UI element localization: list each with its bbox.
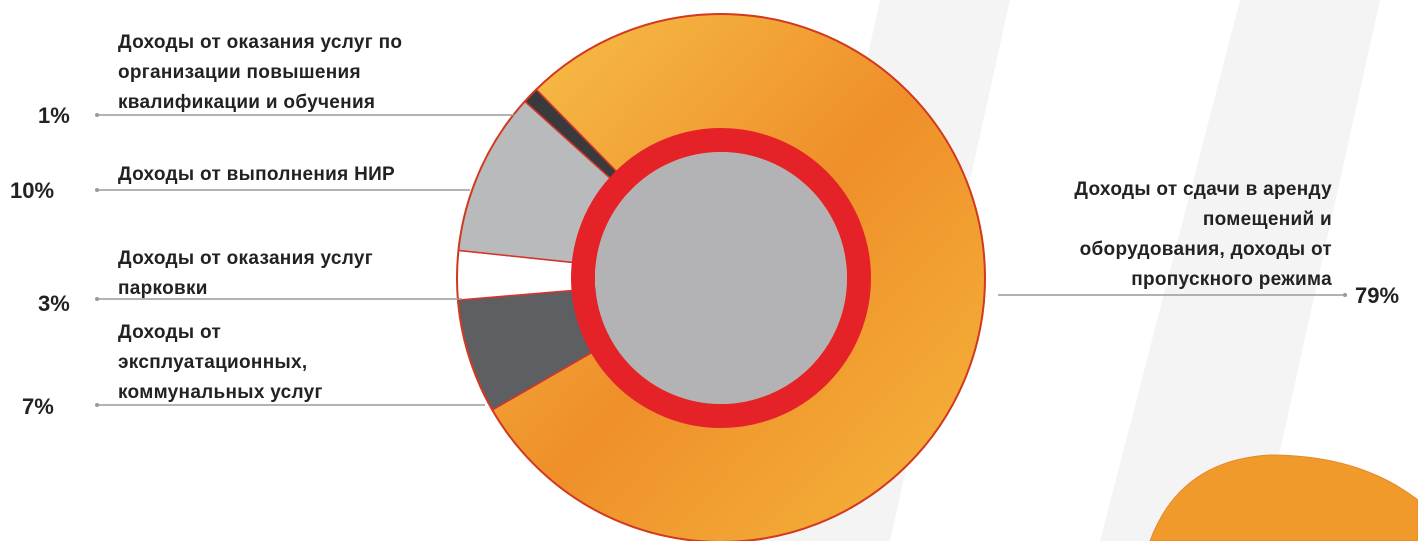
category-label: Доходы от оказания услуг по организации …	[118, 32, 403, 113]
category-label: Доходы от оказания услуг парковки	[118, 248, 373, 299]
background-stripe	[1100, 0, 1380, 541]
leader-dot	[95, 188, 99, 192]
value-label: 1%	[38, 103, 70, 128]
value-label: 3%	[38, 291, 70, 316]
outer-ring	[456, 13, 986, 541]
leader-dot	[95, 113, 99, 117]
leader-dot	[95, 403, 99, 407]
category-label: Доходы от сдачи в аренду помещений и обо…	[1074, 179, 1332, 290]
inner-disc	[595, 152, 847, 404]
value-label: 7%	[22, 394, 54, 419]
category-label: Доходы от выполнения НИР	[118, 164, 396, 185]
value-label: 10%	[10, 178, 55, 203]
decoration	[1149, 454, 1418, 541]
value-label: 79%	[1355, 283, 1400, 308]
leader-dot	[1343, 293, 1347, 297]
inner-ring	[571, 128, 871, 428]
leader-dot	[95, 297, 99, 301]
category-label: Доходы от эксплуатационных, коммунальных…	[118, 322, 323, 403]
